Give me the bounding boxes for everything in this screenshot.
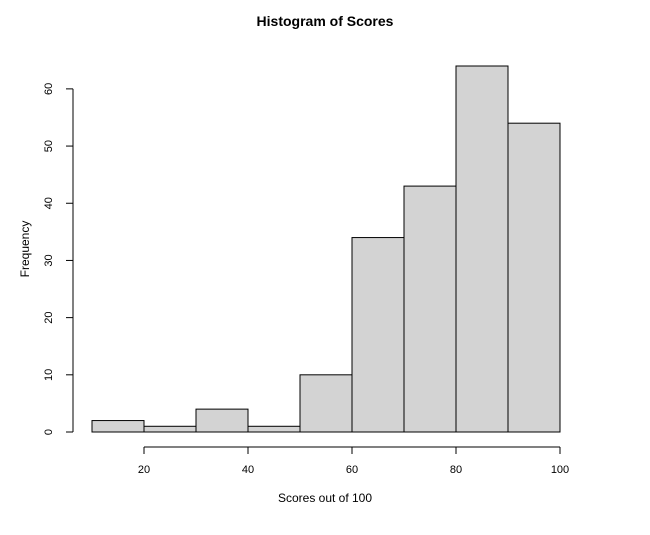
x-tick-label: 100 (551, 464, 569, 476)
x-tick-label: 20 (138, 464, 150, 476)
histogram-bar-70-80 (403, 185, 457, 433)
x-tick-label: 80 (450, 464, 462, 476)
y-tick-label: 50 (43, 140, 55, 152)
histogram-bar-20-30 (143, 425, 197, 433)
y-tick-label: 60 (43, 83, 55, 95)
x-axis: 20 40 60 80 100 (138, 446, 569, 476)
histogram-bar-90-100 (507, 122, 561, 433)
y-tick-label: 10 (43, 369, 55, 381)
x-axis-title: Scores out of 100 (278, 491, 372, 505)
histogram-bar-60-70 (351, 237, 405, 433)
x-tick-label: 40 (242, 464, 254, 476)
y-tick-label: 0 (43, 429, 55, 435)
y-axis: 0 10 20 30 40 50 60 (43, 83, 74, 435)
y-axis-title: Frequency (18, 221, 32, 278)
histogram-bar-80-90 (455, 65, 509, 433)
y-tick-label: 40 (43, 197, 55, 209)
histogram-bar-50-60 (299, 374, 353, 433)
chart-title: Histogram of Scores (257, 13, 394, 29)
histogram-bar-40-50 (247, 425, 301, 433)
histogram-bar-30-40 (195, 408, 249, 433)
bars-group (91, 65, 561, 433)
y-tick-label: 20 (43, 312, 55, 324)
x-tick-label: 60 (346, 464, 358, 476)
histogram-bar-10-20 (91, 420, 145, 433)
y-tick-label: 30 (43, 254, 55, 266)
